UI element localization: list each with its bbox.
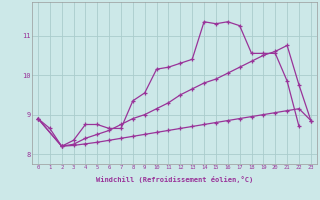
X-axis label: Windchill (Refroidissement éolien,°C): Windchill (Refroidissement éolien,°C) [96, 176, 253, 183]
